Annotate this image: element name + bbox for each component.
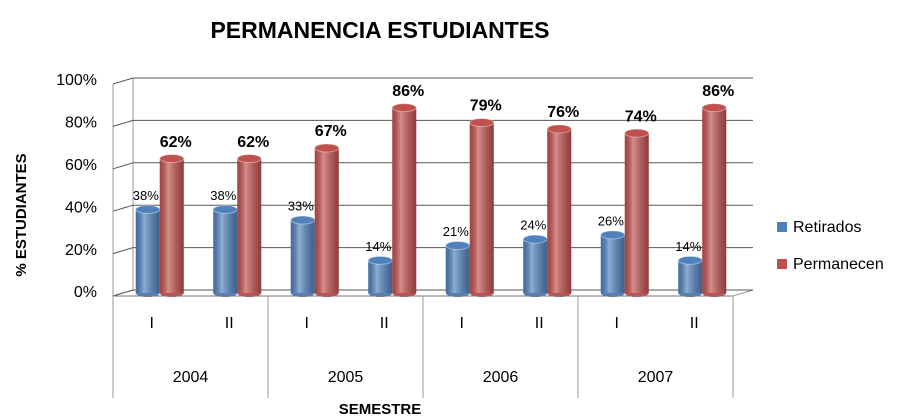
y-tick-label: 40%	[65, 199, 97, 216]
legend-label: Retirados	[793, 219, 861, 236]
y-tick-label: 20%	[65, 242, 97, 259]
grid-line	[112, 77, 134, 85]
grid-line	[112, 119, 134, 127]
data-label: 79%	[470, 98, 502, 115]
bar-shine	[547, 128, 572, 293]
x-axis-label: SEMESTRE	[339, 401, 422, 418]
group-label: 2004	[173, 369, 209, 386]
bar-shine	[445, 245, 470, 293]
group-label: 2006	[483, 369, 519, 386]
x-tick-label: I	[615, 315, 619, 332]
bar-shine	[314, 147, 339, 293]
bar-cap	[445, 240, 471, 250]
bar-shine	[159, 158, 184, 293]
bar-cap	[600, 230, 626, 240]
x-tick-label: I	[460, 315, 464, 332]
data-label: 67%	[315, 123, 347, 140]
y-tick-label: 60%	[65, 157, 97, 174]
grid-line	[112, 162, 134, 170]
bar-shine	[368, 260, 393, 293]
bar-shine	[702, 107, 727, 294]
bar-shine	[237, 158, 262, 293]
data-label: 14%	[365, 239, 391, 254]
bar-cap	[236, 154, 262, 164]
bar-shine	[600, 234, 625, 293]
x-tick-label: II	[225, 315, 234, 332]
legend-label: Permanecen	[793, 256, 884, 273]
y-tick-label: 80%	[65, 115, 97, 132]
bar-cap	[546, 124, 572, 134]
bar-cap	[159, 154, 185, 164]
data-label: 86%	[392, 83, 424, 100]
group-label: 2007	[638, 369, 674, 386]
x-tick-label: I	[150, 315, 154, 332]
data-label: 24%	[520, 218, 546, 233]
x-tick-label: II	[380, 315, 389, 332]
floor	[112, 289, 754, 297]
grid-line	[112, 247, 134, 255]
bar-cap	[314, 143, 340, 153]
bar-cap	[522, 234, 548, 244]
data-label: 62%	[160, 134, 192, 151]
chart-title: PERMANENCIA ESTUDIANTES	[210, 17, 549, 43]
data-label: 38%	[210, 188, 236, 203]
grid-line	[112, 204, 134, 212]
x-tick-label: II	[535, 315, 544, 332]
bar-cap	[290, 215, 316, 225]
group-label: 2005	[328, 369, 364, 386]
data-label: 86%	[702, 83, 734, 100]
bar-cap	[367, 255, 393, 265]
legend-swatch	[777, 259, 787, 269]
bar-cap	[624, 128, 650, 138]
bar-shine	[392, 107, 417, 294]
data-label: 74%	[625, 108, 657, 125]
data-label: 76%	[547, 104, 579, 121]
data-label: 33%	[288, 198, 314, 213]
data-label: 14%	[675, 239, 701, 254]
bar-shine	[290, 220, 315, 293]
grid-line	[112, 289, 134, 297]
y-tick-label: 0%	[74, 284, 97, 301]
bar-shine	[624, 133, 649, 293]
data-label: 62%	[237, 134, 269, 151]
x-tick-label: I	[305, 315, 309, 332]
x-tick-label: II	[690, 315, 699, 332]
bar-cap	[391, 103, 417, 113]
bar-shine	[135, 209, 160, 293]
data-label: 26%	[598, 213, 624, 228]
bar-cap	[135, 204, 161, 214]
bar-cap	[677, 255, 703, 265]
data-label: 38%	[133, 188, 159, 203]
bar-shine	[469, 122, 494, 294]
bar-shine	[213, 209, 238, 293]
bar-cap	[212, 204, 238, 214]
y-axis-label: % ESTUDIANTES	[13, 153, 30, 276]
bar-shine	[678, 260, 703, 293]
bar-shine	[523, 239, 548, 293]
legend-swatch	[777, 222, 787, 232]
y-tick-label: 100%	[56, 72, 97, 89]
bar-cap	[469, 118, 495, 128]
data-label: 21%	[443, 224, 469, 239]
bar-cap	[701, 103, 727, 113]
